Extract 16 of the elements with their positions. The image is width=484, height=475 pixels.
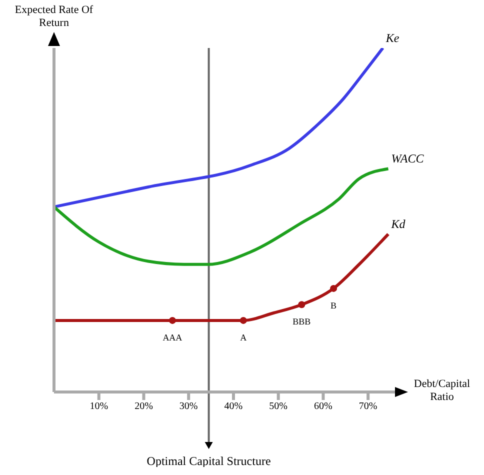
x-tick-label: 30% (179, 401, 198, 412)
annotation: A (240, 332, 248, 342)
x-axis-title: Debt/Capital Ratio (412, 378, 472, 404)
x-tick-label: 10% (90, 401, 108, 412)
x-tick-label: 50% (269, 401, 288, 412)
series-label: Kd (390, 217, 406, 232)
series-label: Ke (384, 31, 400, 45)
x-tick-label: 60% (314, 401, 332, 412)
x-tick-label: 20% (134, 401, 153, 412)
series-label: WACC (391, 152, 425, 166)
annotation: B (330, 300, 337, 310)
x-tick-label: 70% (358, 401, 378, 412)
y-axis-title: Expected Rate Of Return (14, 4, 94, 30)
x-tick-label: 40% (224, 401, 243, 412)
annotation: BBB (292, 316, 311, 327)
annotation: AAA (162, 332, 183, 342)
